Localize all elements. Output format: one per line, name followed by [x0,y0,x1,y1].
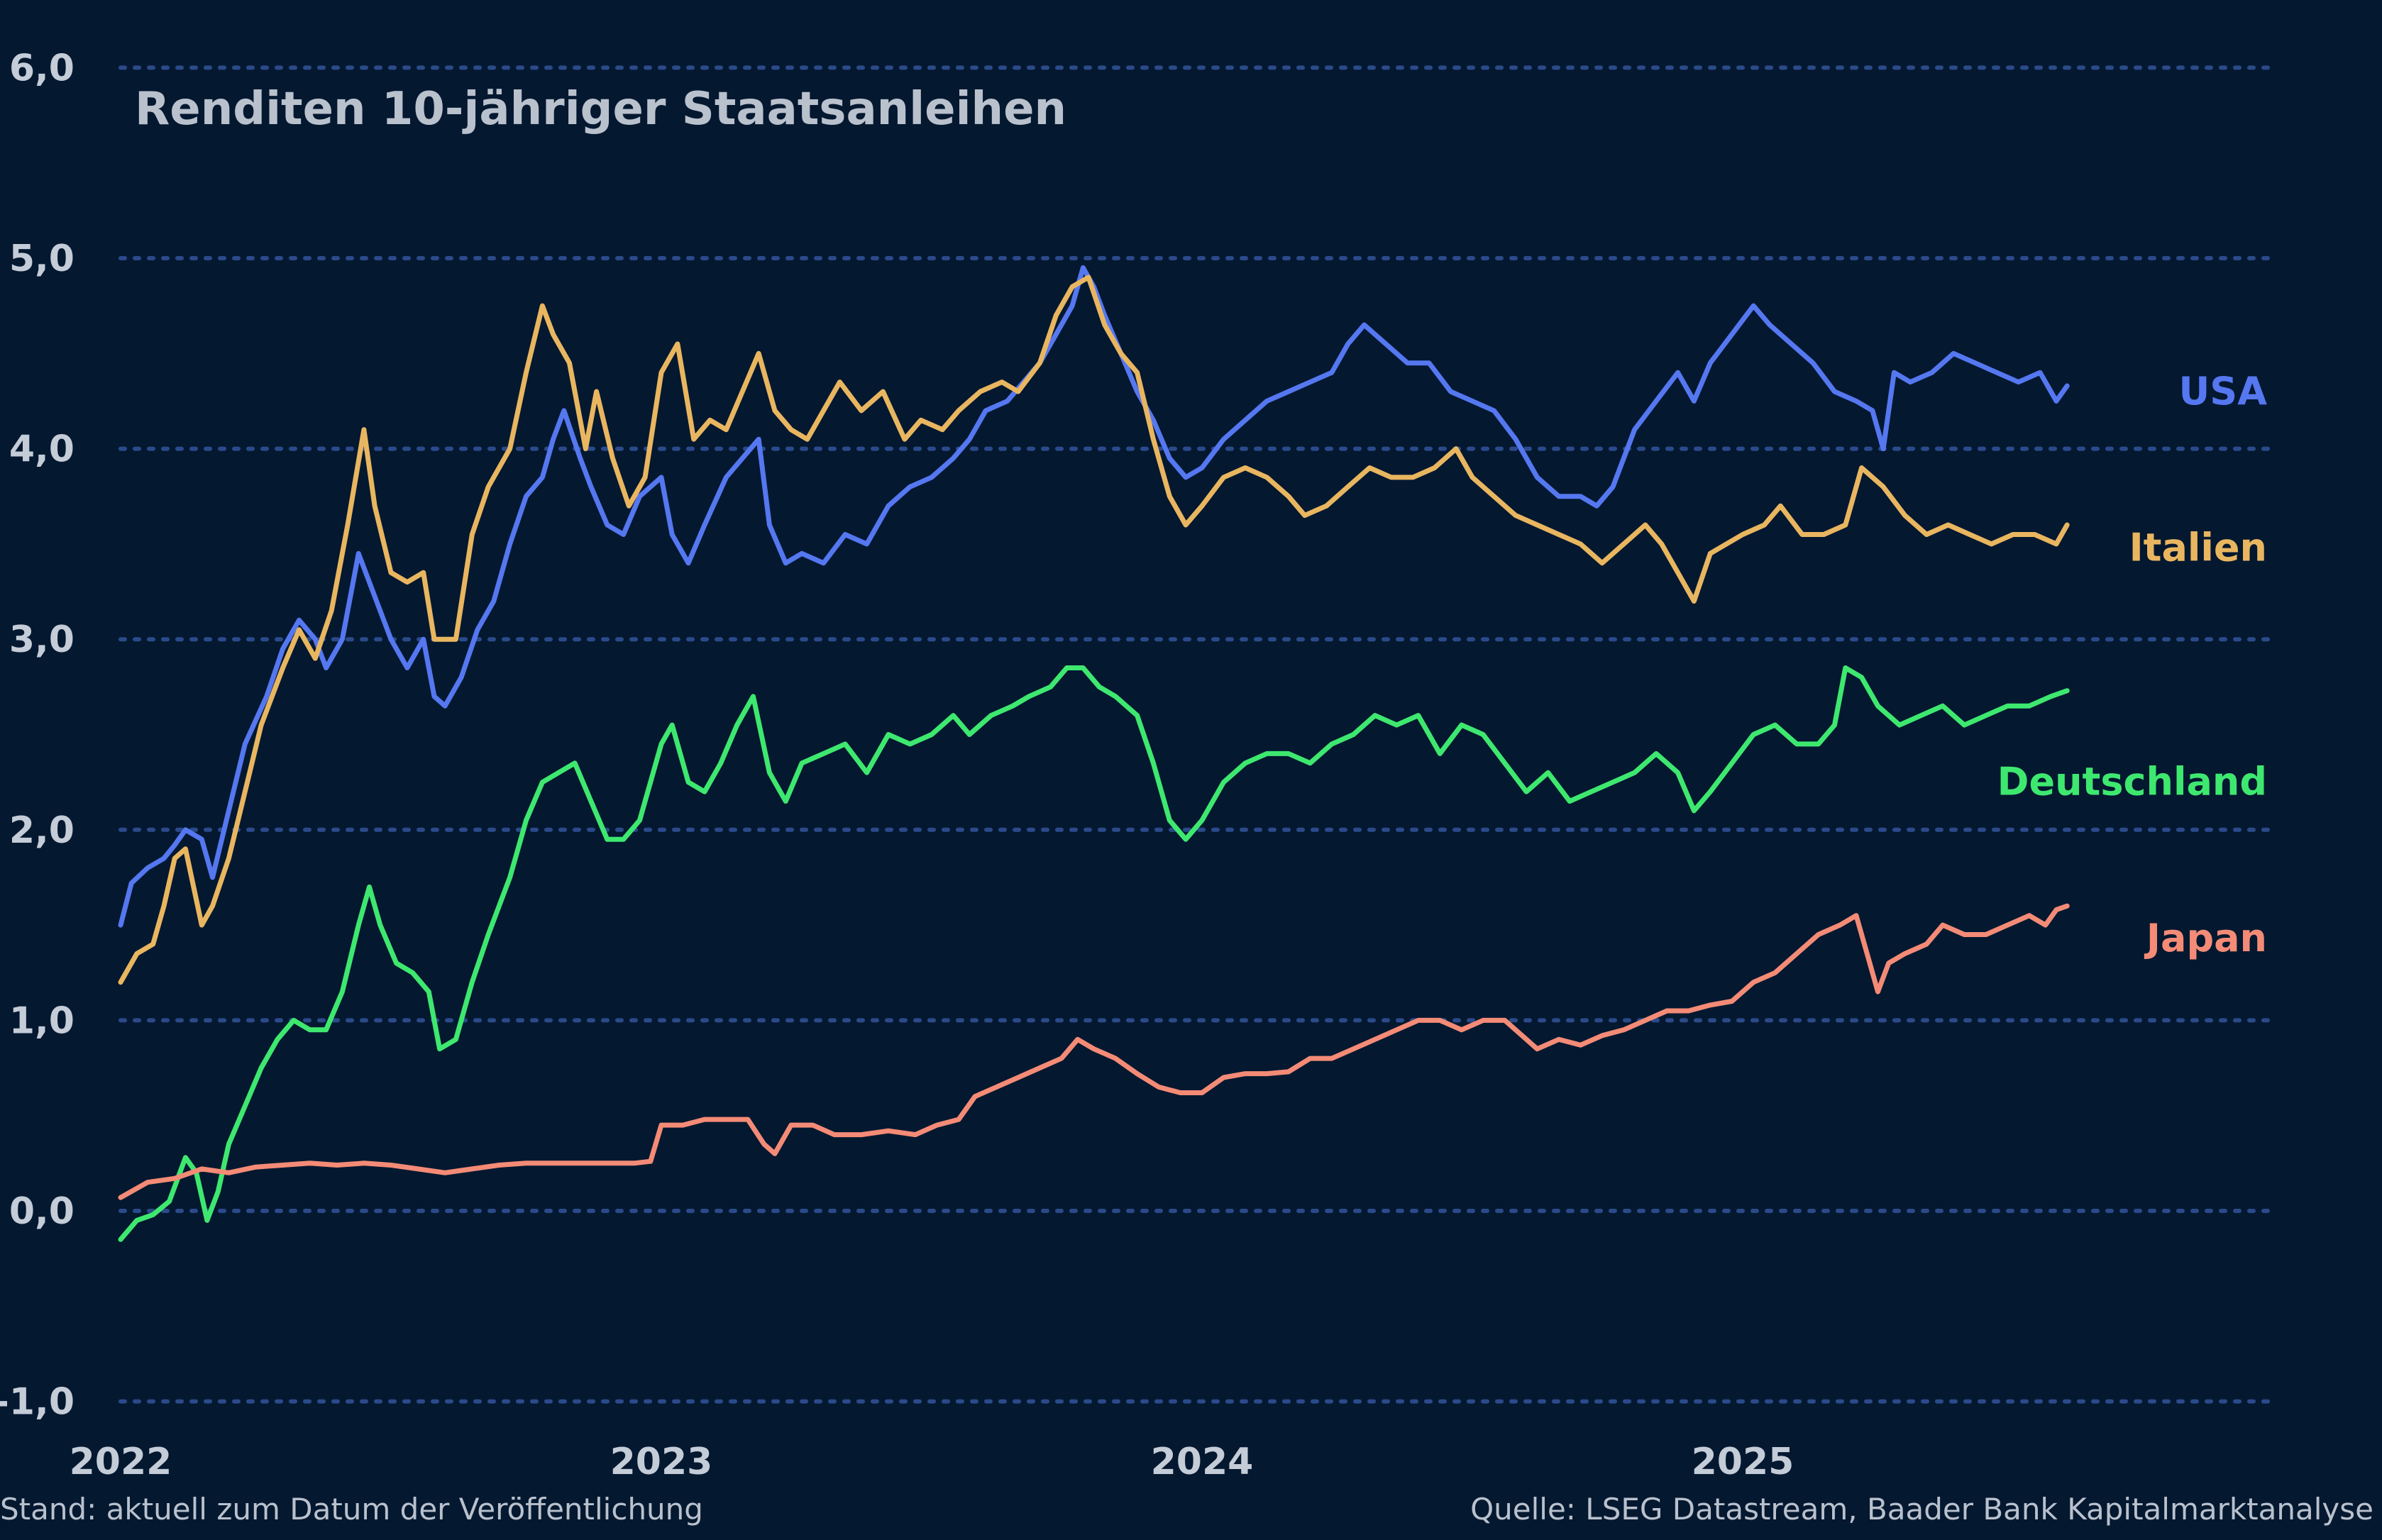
series-label-italien: Italien [2129,525,2267,570]
chart-title: Renditen 10-jähriger Staatsanleihen [135,83,1066,135]
series-label-usa: USA [2178,369,2267,414]
x-tick-label: 2023 [610,1441,713,1483]
series-line-japan [118,903,2070,1200]
y-tick-label: 1,0 [9,999,75,1042]
y-tick-label: 0,0 [9,1190,75,1233]
series-line-deutschland [118,665,2070,1242]
y-tick-label: 2,0 [9,809,75,852]
x-axis-tick-labels: 2022 2023 2024 2025 [70,1441,1794,1483]
footnote-date: Stand: aktuell zum Datum der Veröffentli… [0,1492,703,1527]
series-label-deutschland: Deutschland [1997,760,2267,804]
series-label-japan: Japan [2144,916,2267,960]
series-labels: USA Italien Deutschland Japan [1997,369,2268,960]
y-tick-label: 6,0 [9,47,75,89]
y-tick-label: 5,0 [9,238,75,280]
y-tick-label: -1,0 [0,1381,75,1424]
series-line-italien [118,275,2070,985]
footnote-source: Quelle: LSEG Datastream, Baader Bank Kap… [1470,1492,2373,1527]
series-lines [118,265,2070,1242]
x-tick-label: 2025 [1692,1441,1794,1483]
y-axis-tick-labels: 6,0 5,0 4,0 3,0 2,0 1,0 0,0 -1,0 [0,47,75,1423]
x-tick-label: 2022 [70,1441,172,1483]
y-tick-label: 4,0 [9,428,75,471]
grid-lines [118,65,2276,1404]
series-line-usa [118,265,2070,928]
y-tick-label: 3,0 [9,619,75,661]
x-tick-label: 2024 [1151,1441,1254,1483]
